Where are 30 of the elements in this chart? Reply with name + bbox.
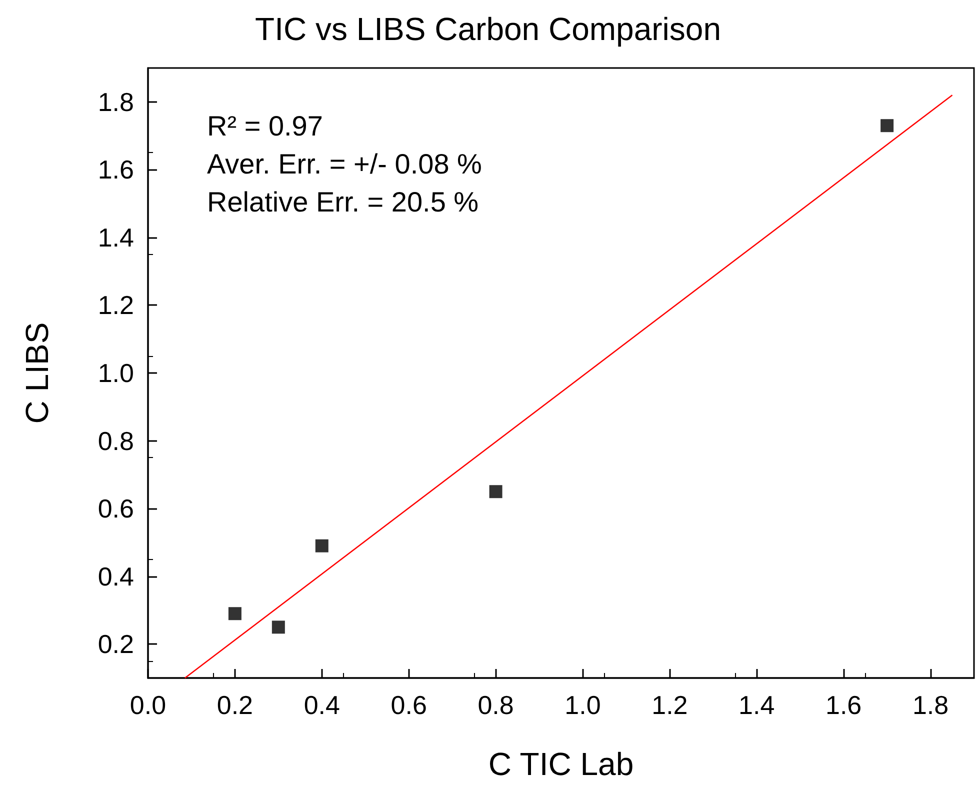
x-tick-label: 1.2 xyxy=(652,690,688,720)
y-tick-label: 0.2 xyxy=(98,629,134,660)
y-tick-label: 0.6 xyxy=(98,494,134,524)
y-tick-label: 0.4 xyxy=(98,561,134,592)
x-tick-label: 0.0 xyxy=(130,690,166,720)
point xyxy=(315,539,328,552)
y-tick-label: 1.4 xyxy=(98,222,134,252)
point xyxy=(272,620,285,634)
x-tick-label: 0.4 xyxy=(304,690,340,720)
y-axis-title: C LIBS xyxy=(19,322,55,424)
point xyxy=(880,119,894,132)
x-axis-title: C TIC Lab xyxy=(488,746,634,782)
annotation: R² = 0.97 xyxy=(207,110,323,142)
y-tick-label: 1.0 xyxy=(98,358,134,388)
y-tick-label: 1.6 xyxy=(98,154,134,185)
y-tick-label: 0.8 xyxy=(98,426,134,456)
x-tick-label: 1.6 xyxy=(826,690,862,720)
x-tick-label: 0.8 xyxy=(478,690,514,720)
point xyxy=(228,607,242,620)
x-tick-label: 0.2 xyxy=(216,690,254,720)
annotation: Aver. Err. = +/- 0.08 % xyxy=(207,148,482,180)
chart-title: TIC vs LIBS Carbon Comparison xyxy=(255,11,721,47)
y-tick-label: 1.8 xyxy=(98,86,134,117)
point xyxy=(489,485,502,498)
x-tick-label: 1.4 xyxy=(738,690,775,720)
x-tick-label: 1.0 xyxy=(564,690,601,720)
annotation: Relative Err. = 20.5 % xyxy=(207,186,479,218)
x-tick-label: 0.6 xyxy=(390,690,427,720)
x-tick-label: 1.8 xyxy=(912,690,949,720)
y-tick-label: 1.2 xyxy=(98,290,134,320)
